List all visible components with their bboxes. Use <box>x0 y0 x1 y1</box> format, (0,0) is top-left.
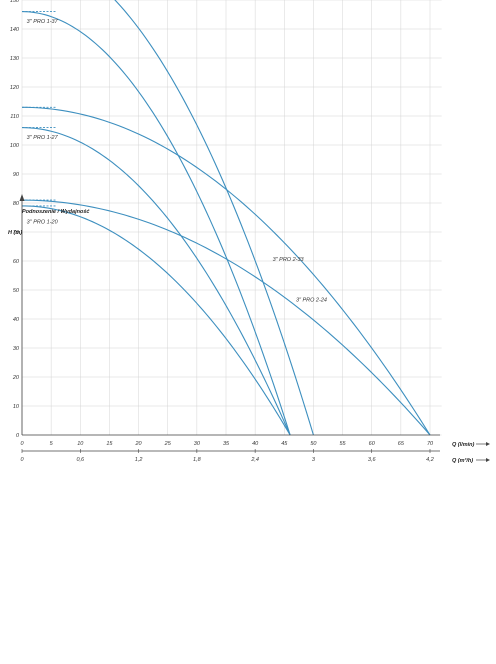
x2-tick-label: 0,6 <box>76 457 85 463</box>
x-tick-label: 45 <box>281 441 288 447</box>
x2-tick-label: 4,2 <box>426 457 434 463</box>
curve-label-2: 3" PRO 1-27 <box>27 135 59 141</box>
pump-curves <box>21 0 431 436</box>
y-tick-label: 60 <box>13 259 20 265</box>
x2-tick-label: 3,6 <box>368 457 377 463</box>
x-tick-label: 15 <box>106 441 113 447</box>
curve-label-1: 3" PRO 1-37 <box>27 19 59 25</box>
x2-tick-label: 0 <box>20 457 24 463</box>
shutoff-dashes <box>22 11 57 207</box>
y-tick-label: 70 <box>13 230 20 236</box>
y-tick-label: 150 <box>10 0 20 4</box>
axes: 0102030405060708090100110120130140150160… <box>10 0 490 463</box>
x-tick-label: 0 <box>20 441 24 447</box>
x-tick-label: 70 <box>427 441 434 447</box>
x2-tick-label: 1,8 <box>193 457 202 463</box>
x-tick-label: 50 <box>310 441 317 447</box>
x-tick-label: 5 <box>50 441 54 447</box>
x-tick-label: 65 <box>398 441 405 447</box>
x-tick-label: 40 <box>252 441 259 447</box>
y-tick-label: 50 <box>13 288 20 294</box>
curve-1 <box>21 11 291 436</box>
x-tick-label: 10 <box>77 441 84 447</box>
y-axis-arrow <box>19 194 25 201</box>
y-tick-label: 120 <box>10 85 20 91</box>
x-tick-label: 35 <box>223 441 230 447</box>
curve-5 <box>21 199 431 436</box>
x2-tick-label: 3 <box>312 457 316 463</box>
y-tick-label: 110 <box>10 114 20 120</box>
curve-label-3: 3" PRO 1-20 <box>27 219 59 225</box>
x-tick-label: 20 <box>135 441 143 447</box>
chart-title: Podnoszenie / Wydajność <box>22 209 90 215</box>
x-tick-label: 30 <box>194 441 201 447</box>
curve-label-5: 3" PRO 2-24 <box>296 298 327 304</box>
x2-tick-label: 1,2 <box>135 457 143 463</box>
y-tick-label: 140 <box>10 27 20 33</box>
x2-axis-label: Q (m³/h) <box>452 457 473 464</box>
y-tick-label: 90 <box>13 172 20 178</box>
y-tick-label: 130 <box>10 56 20 62</box>
y-tick-label: 80 <box>13 201 20 207</box>
x-tick-label: 25 <box>164 441 172 447</box>
curve-4 <box>21 106 431 436</box>
x-axis-label: Q (l/min) <box>452 442 474 448</box>
y-tick-label: 20 <box>12 375 20 381</box>
x2-tick-label: 2,4 <box>250 457 259 463</box>
y-tick-label: 0 <box>16 433 20 439</box>
curve-3 <box>21 205 291 436</box>
y-tick-label: 30 <box>13 346 20 352</box>
x-axis-arrow <box>486 442 490 446</box>
x-tick-label: 55 <box>340 441 347 447</box>
curve-labels: 3" PRO 1-423" PRO 1-373" PRO 1-273" PRO … <box>27 19 327 304</box>
x-tick-label: 60 <box>369 441 376 447</box>
curve-label-4: 3" PRO 2-33 <box>273 257 305 263</box>
grid-lines <box>21 0 442 436</box>
curve-0 <box>114 0 314 436</box>
y-tick-label: 40 <box>13 317 20 323</box>
y-tick-label: 10 <box>13 404 20 410</box>
y-tick-label: 100 <box>10 143 20 149</box>
y-axis-label: H (m) <box>8 230 22 236</box>
curve-2 <box>21 127 291 436</box>
x2-axis-arrow <box>486 458 490 462</box>
